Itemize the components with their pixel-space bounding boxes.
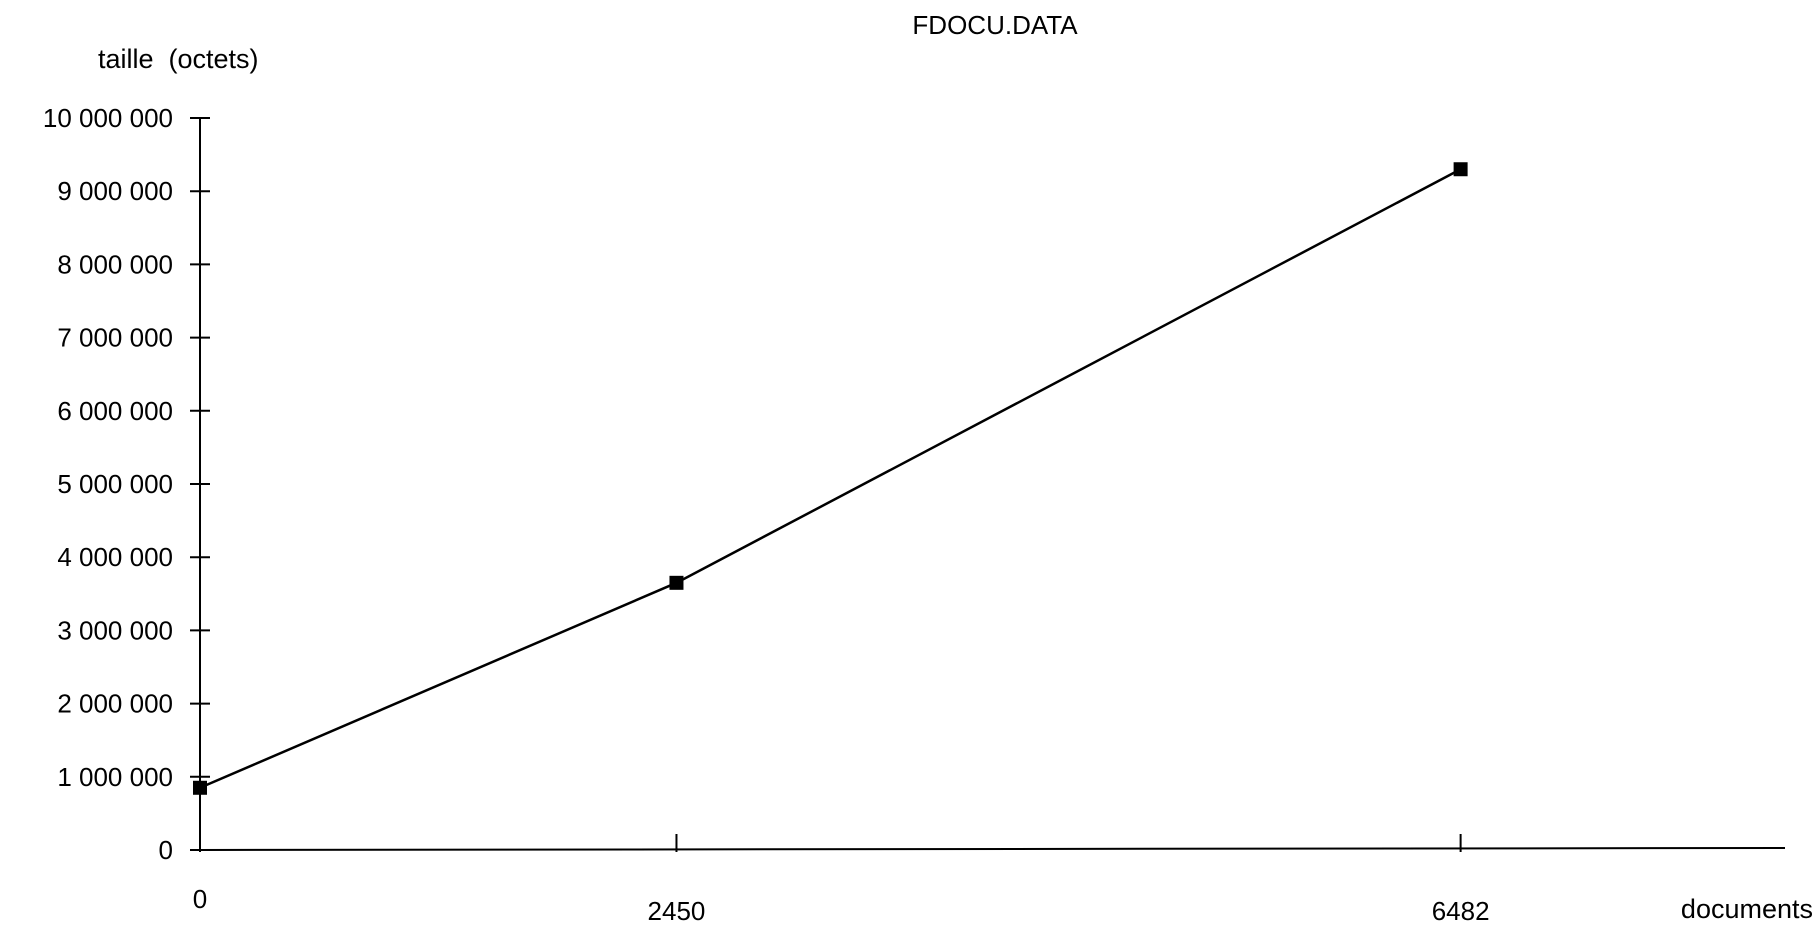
y-tick-label: 2 000 000: [57, 689, 173, 719]
x-tick-label: 6482: [1432, 896, 1490, 926]
y-tick-label: 7 000 000: [57, 323, 173, 353]
x-axis-ticks: 0 2450 6482: [193, 834, 1490, 926]
y-tick-label: 1 000 000: [57, 762, 173, 792]
data-point-marker: [1453, 162, 1468, 177]
y-tick-label: 10 000 000: [43, 103, 173, 133]
data-point-marker: [669, 575, 684, 590]
data-point-marker: [193, 780, 207, 795]
y-tick-label: 0: [159, 835, 173, 865]
y-axis-label: taille (octets): [98, 44, 259, 74]
series-line: [199, 168, 1462, 789]
x-axis-label: documents: [1681, 894, 1813, 924]
y-tick-label: 9 000 000: [57, 176, 173, 206]
chart-title: FDOCU.DATA: [912, 10, 1078, 40]
y-tick-label: 6 000 000: [57, 396, 173, 426]
y-tick-label: 8 000 000: [57, 249, 173, 279]
y-tick-label: 4 000 000: [57, 542, 173, 572]
data-series: [193, 162, 1468, 795]
x-tick-label: 0: [193, 884, 207, 914]
y-tick-label: 3 000 000: [57, 615, 173, 645]
y-axis-ticks: 0 1 000 000 2 000 000 3 000 000 4 000 000 5 0…: [43, 103, 210, 865]
x-axis: [199, 847, 1786, 851]
x-tick-label: 2450: [648, 896, 706, 926]
y-tick-label: 5 000 000: [57, 469, 173, 499]
